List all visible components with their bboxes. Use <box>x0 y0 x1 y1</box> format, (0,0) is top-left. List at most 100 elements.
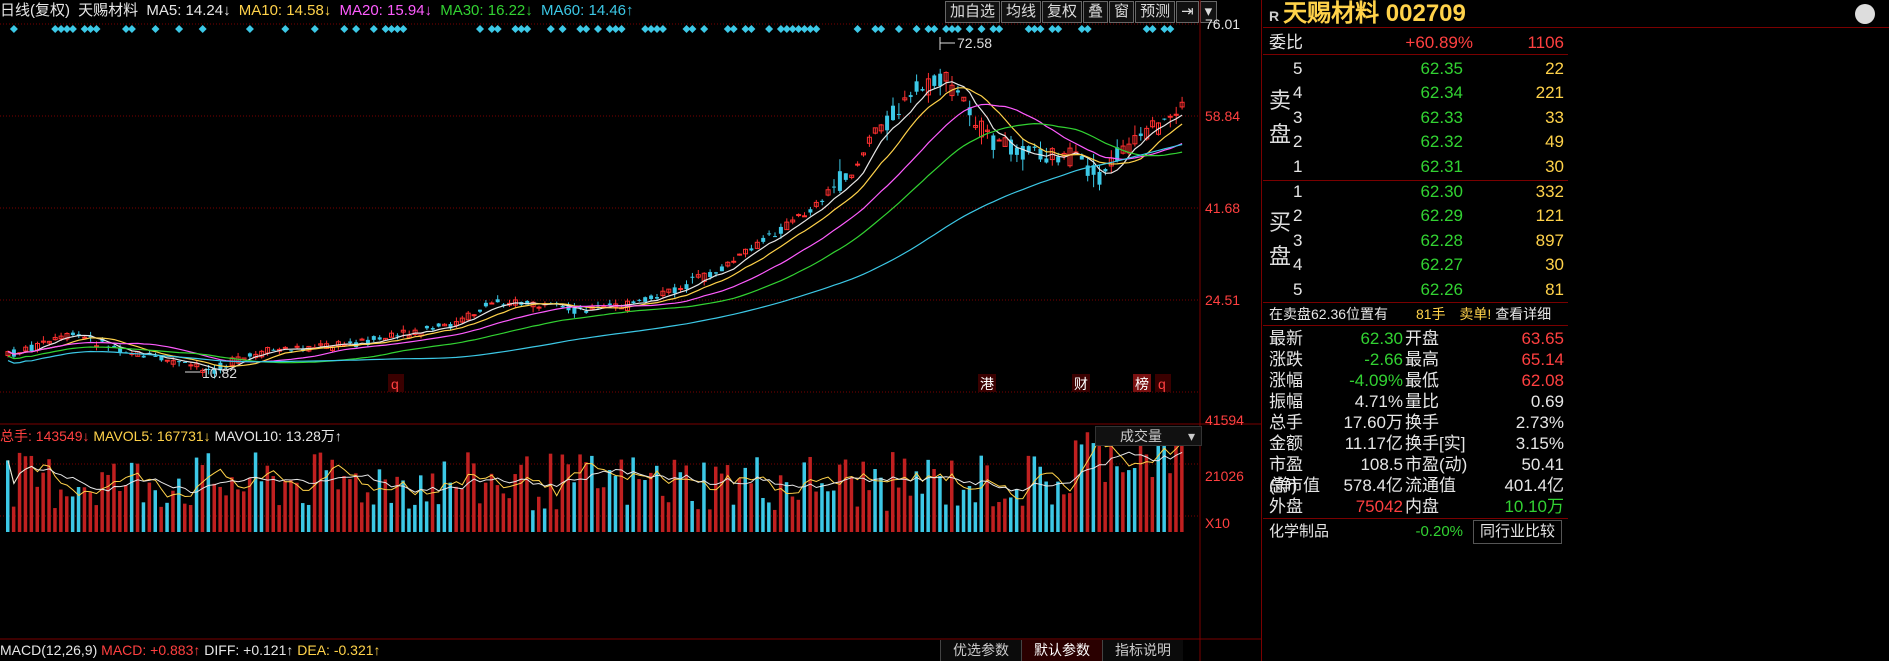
signal-dot <box>617 25 626 33</box>
signal-dot <box>953 25 962 33</box>
stat-row: 振幅 4.71% 量比 0.69 <box>1263 391 1568 412</box>
buy-level-row[interactable]: 4 62.27 30 <box>1293 253 1568 277</box>
signal-dot <box>369 25 378 33</box>
candle-body <box>1103 169 1108 172</box>
volume-bar <box>666 502 671 532</box>
signal-dot <box>381 25 390 33</box>
signal-dot <box>1160 25 1169 33</box>
weibi-pct: +60.89% <box>1405 33 1473 52</box>
low-price-label: 10.82 <box>202 365 237 381</box>
candle-body <box>572 306 577 314</box>
volume-bar <box>678 472 683 532</box>
industry-compare-button[interactable]: 同行业比较 <box>1473 520 1563 544</box>
sell-level-row[interactable]: 2 62.32 49 <box>1293 130 1568 154</box>
volume-bar <box>1044 481 1048 532</box>
candle-body <box>112 345 117 348</box>
window-button[interactable]: 窗 <box>1109 1 1135 23</box>
candle-body <box>76 334 81 336</box>
forecast-button[interactable]: 预测 <box>1135 1 1176 23</box>
volume-bar <box>82 487 87 532</box>
signal-dot <box>122 25 130 33</box>
volume-bar <box>743 467 747 532</box>
vol-tick-2: 21026 <box>1205 468 1244 484</box>
industry-pct: -0.20% <box>1415 523 1463 540</box>
avatar-icon[interactable] <box>1855 4 1875 24</box>
candle-body <box>442 323 448 327</box>
signal-dot <box>729 25 738 33</box>
adjust-button[interactable]: 复权 <box>1042 1 1083 23</box>
add-watchlist-button[interactable]: 加自选 <box>945 1 1001 23</box>
marker-q1[interactable]: q <box>391 376 399 392</box>
marker-finance[interactable]: 财 <box>1074 376 1088 392</box>
candle-body <box>849 174 855 178</box>
volume-bar <box>725 465 730 532</box>
volume-bar <box>1009 497 1013 532</box>
volume-bar <box>124 485 128 532</box>
volume-bar <box>696 509 700 532</box>
signal-dot <box>688 25 697 33</box>
buy-level-row[interactable]: 3 62.28 897 <box>1293 229 1568 253</box>
sell-level-row[interactable]: 1 62.31 30 <box>1293 155 1568 179</box>
buy-level-row[interactable]: 1 62.30 332 <box>1293 180 1568 204</box>
tab-indicator-help[interactable]: 指标说明 <box>1102 640 1183 661</box>
buy-level-price: 62.26 <box>1420 279 1463 299</box>
volume-bar <box>796 499 801 532</box>
volume-bar <box>212 483 216 532</box>
sell-level-volume: 30 <box>1545 156 1564 176</box>
volume-bar <box>377 469 382 532</box>
sell-side-label: 卖盘 <box>1269 88 1292 147</box>
volume-bar <box>265 465 270 532</box>
candle-body <box>294 345 300 348</box>
candle-body <box>1173 113 1179 116</box>
buy-level-row[interactable]: 5 62.26 81 <box>1293 278 1568 302</box>
marker-rank[interactable]: 榜 <box>1135 376 1149 392</box>
candle-body <box>678 288 684 291</box>
sell-level-row[interactable]: 5 62.35 22 <box>1293 57 1568 81</box>
volume-bar <box>501 493 506 532</box>
sell-level-volume: 49 <box>1545 132 1564 152</box>
chart-area[interactable]: 日线(复权) 天赐材料 MA5: 14.24↓ MA10: 14.58↓ MA2… <box>0 0 1262 661</box>
sell-level-row[interactable]: 4 62.34 221 <box>1293 81 1568 105</box>
sell-level-row[interactable]: 3 62.33 33 <box>1293 106 1568 130</box>
volume-bar <box>519 464 523 532</box>
sell-level-price: 62.31 <box>1420 156 1463 176</box>
tab-optimal-params[interactable]: 优选参数 <box>940 640 1021 661</box>
marker-hk[interactable]: 港 <box>980 376 994 392</box>
marker-q2[interactable]: q <box>1158 376 1166 392</box>
ma-button[interactable]: 均线 <box>1001 1 1042 23</box>
candle-body <box>5 351 11 357</box>
candle-body <box>767 233 772 235</box>
candle-body <box>495 299 500 303</box>
sell-level-num: 1 <box>1293 156 1303 176</box>
volume-bar <box>867 490 871 532</box>
candle-body <box>872 127 878 134</box>
volume-bar <box>1109 439 1113 532</box>
volume-bar <box>224 495 228 532</box>
buy-level-volume: 897 <box>1535 230 1564 250</box>
candle-body <box>318 343 324 346</box>
candle-body <box>660 290 666 297</box>
collapse-icon[interactable]: ⇥ <box>1176 1 1199 23</box>
signal-dot <box>245 25 254 33</box>
volume-bar <box>118 490 122 532</box>
volume-bar <box>554 509 559 532</box>
buy-level-row[interactable]: 2 62.29 121 <box>1293 204 1568 228</box>
volume-bar <box>1174 426 1178 532</box>
volume-bar <box>1103 481 1107 532</box>
indicator-select[interactable]: 成交量 ▾ <box>1095 426 1202 446</box>
volume-bar <box>165 502 169 532</box>
ma-line <box>7 81 1183 371</box>
overlay-button[interactable]: 叠 <box>1083 1 1109 23</box>
candle-body <box>23 346 29 352</box>
volume-bar <box>365 492 370 532</box>
signal-dot <box>782 25 791 33</box>
candle-body <box>1097 171 1102 185</box>
view-detail-link[interactable]: 查看详细 <box>1495 306 1552 322</box>
stat-value-2: 3.15% <box>1515 434 1564 453</box>
volume-bar <box>194 457 199 532</box>
tab-default-params[interactable]: 默认参数 <box>1021 640 1102 661</box>
candle-body <box>695 274 701 278</box>
stat-row: 总市值 578.4亿 流通值 401.4亿 <box>1263 475 1568 496</box>
ma60-label: MA60: 14.46↑ <box>540 2 634 19</box>
candle-body <box>643 297 648 302</box>
